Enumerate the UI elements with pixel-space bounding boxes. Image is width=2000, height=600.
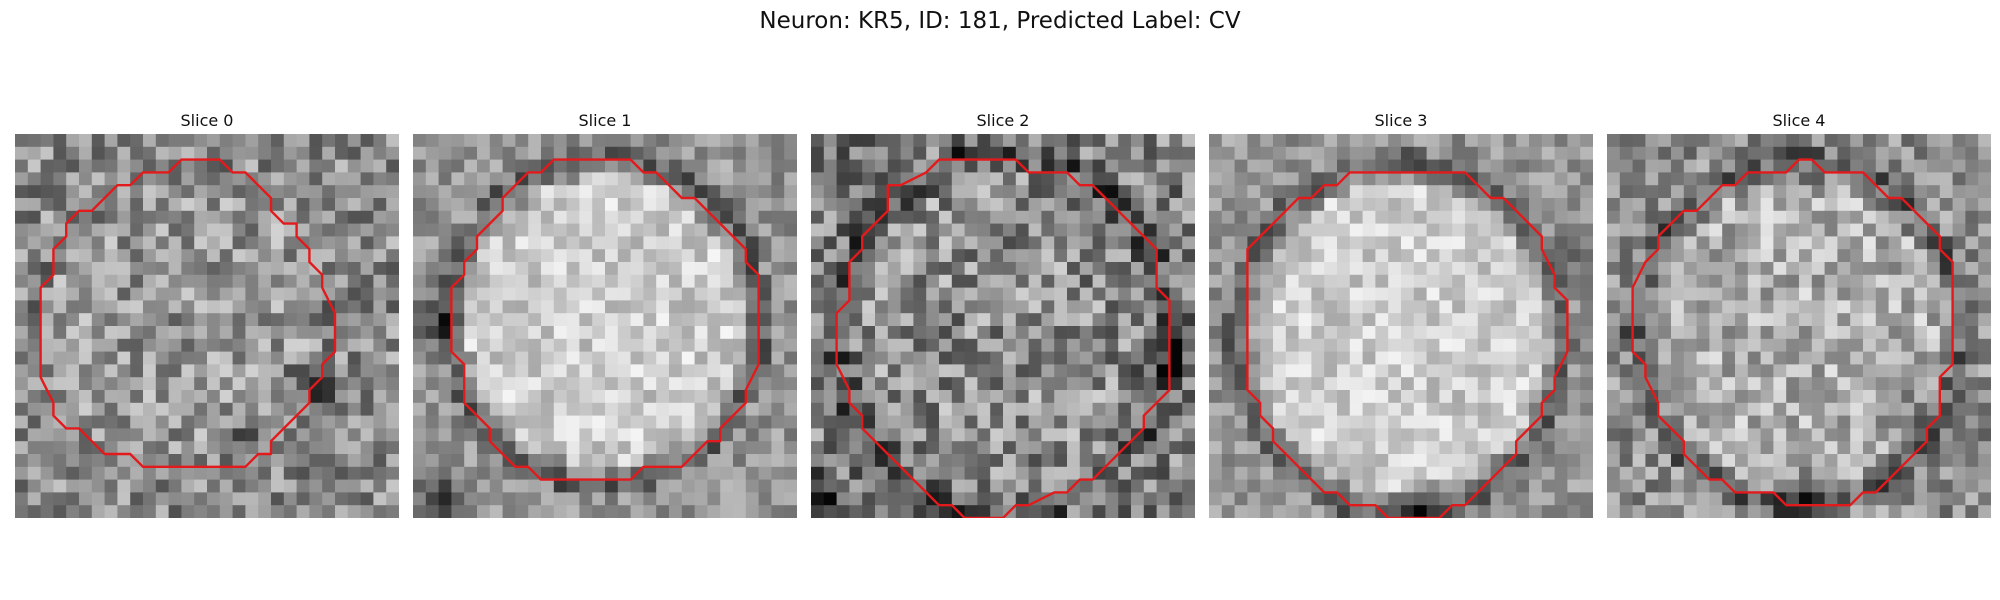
slice-image-4	[1607, 134, 1991, 518]
slice-title-4: Slice 4	[1772, 111, 1826, 130]
cell-contour	[1246, 171, 1569, 518]
cell-contour	[450, 158, 760, 481]
slice-title-2: Slice 2	[976, 111, 1030, 130]
slice-panel-0: Slice 0	[15, 108, 399, 518]
cell-contour	[835, 158, 1171, 518]
slice-panel-3: Slice 3	[1209, 108, 1593, 518]
slice-image-2	[811, 134, 1195, 518]
slice-panel-4: Slice 4	[1607, 108, 1991, 518]
slice-title-0: Slice 0	[180, 111, 234, 130]
slice-image-0	[15, 134, 399, 518]
cell-contour	[39, 158, 337, 468]
slice-image-3	[1209, 134, 1593, 518]
slice-image-1	[413, 134, 797, 518]
cell-contour	[1631, 158, 1954, 507]
slice-panel-1: Slice 1	[413, 108, 797, 518]
slice-title-3: Slice 3	[1374, 111, 1428, 130]
slice-title-1: Slice 1	[578, 111, 632, 130]
figure-title: Neuron: KR5, ID: 181, Predicted Label: C…	[759, 8, 1241, 34]
slice-panel-2: Slice 2	[811, 108, 1195, 518]
